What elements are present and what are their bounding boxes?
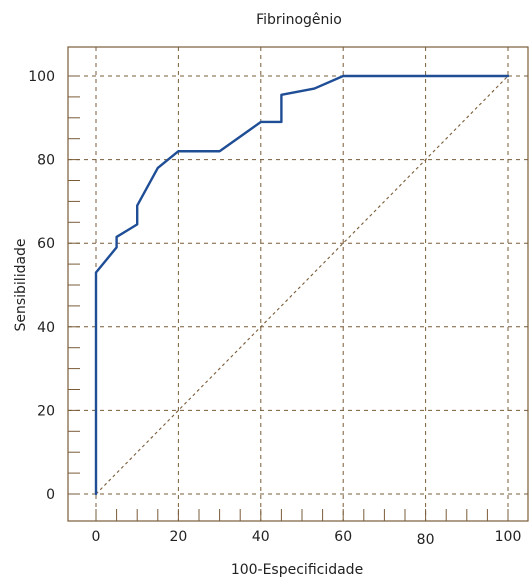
x-tick-label-40: 40 (252, 529, 270, 545)
tick-labels: 0 20 40 60 80 100 0 20 40 60 80 100 (28, 69, 521, 548)
y-tick-label-100: 100 (28, 69, 55, 85)
x-tick-label-60: 60 (334, 529, 352, 545)
x-tick-label-80: 80 (417, 532, 435, 548)
roc-curve-series (94, 74, 510, 496)
y-tick-label-60: 60 (37, 236, 55, 252)
y-tick-label-0: 0 (46, 487, 55, 503)
y-tick-label-40: 40 (37, 320, 55, 336)
x-tick-label-100: 100 (495, 529, 522, 545)
y-tick-label-20: 20 (37, 403, 55, 419)
x-tick-label-0: 0 (92, 529, 101, 545)
x-tick-label-20: 20 (169, 529, 187, 545)
grid-lines (68, 47, 528, 521)
minor-tick-marks (68, 75, 509, 521)
x-axis-label: 100-Especificidade (231, 562, 363, 578)
reference-diagonal-line (95, 75, 509, 495)
y-axis-label: Sensibilidade (13, 238, 29, 331)
plot-frame (67, 46, 529, 522)
chart-title: Fibrinogênio (256, 12, 342, 28)
y-tick-label-80: 80 (37, 153, 55, 169)
